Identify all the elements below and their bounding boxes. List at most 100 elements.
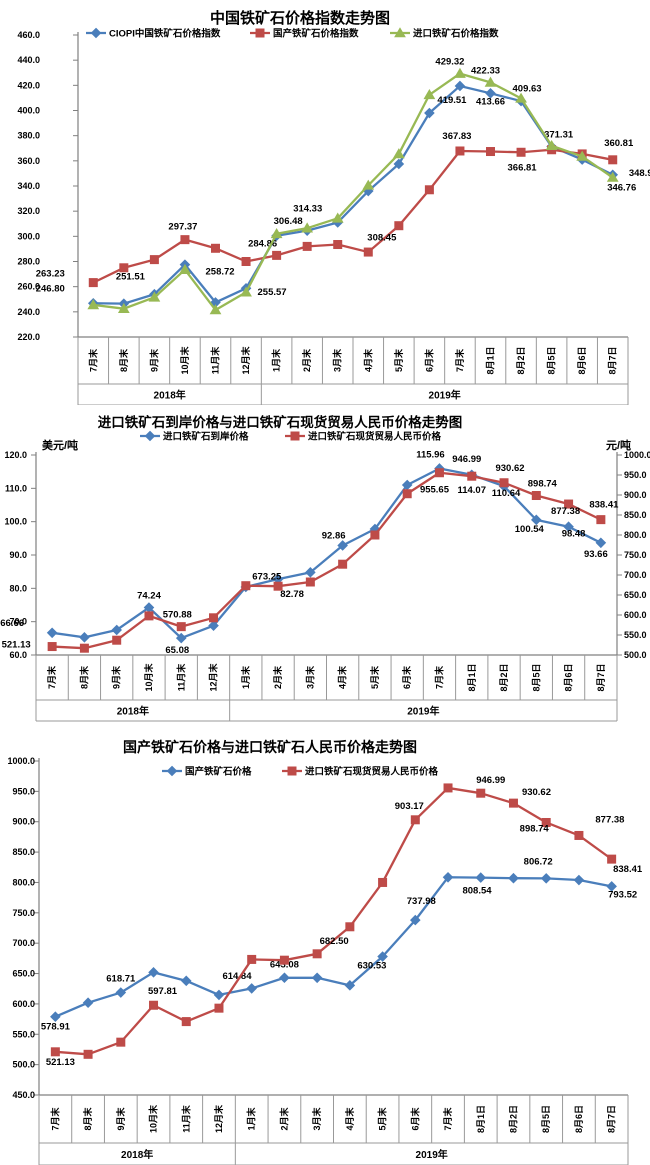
data-label: 413.66 xyxy=(476,96,505,107)
data-label: 808.54 xyxy=(462,885,492,896)
data-label: 597.81 xyxy=(148,986,178,997)
data-label: 297.37 xyxy=(168,222,197,233)
data-label: 643.08 xyxy=(270,960,299,971)
category-label: 9月末 xyxy=(115,1107,126,1131)
data-label: 74.24 xyxy=(137,591,161,602)
category-label: 2月末 xyxy=(301,348,312,372)
category-label: 7月末 xyxy=(433,665,444,689)
svg-text:600.0: 600.0 xyxy=(12,999,35,1009)
category-label: 10月末 xyxy=(143,662,154,691)
category-label: 7月末 xyxy=(49,1107,60,1131)
category-label: 5月末 xyxy=(377,1107,388,1131)
data-label: 110.64 xyxy=(492,488,521,499)
category-label: 8月7日 xyxy=(607,1105,617,1133)
data-label: 946.99 xyxy=(476,775,505,786)
data-label: 838.41 xyxy=(589,500,619,511)
svg-text:1000.0: 1000.0 xyxy=(624,450,650,460)
legend-label: 进口铁矿石到岸价格 xyxy=(163,431,249,443)
series-square: 521.13 570.88 673.25 955.65 946.99 930.62 898.… xyxy=(2,454,619,653)
svg-text:240.0: 240.0 xyxy=(17,307,40,317)
svg-text:700.0: 700.0 xyxy=(624,570,647,580)
data-label: 251.51 xyxy=(116,271,146,282)
category-label: 8月2日 xyxy=(499,663,509,691)
category-label: 8月2日 xyxy=(508,1105,518,1133)
legend-label: 国产铁矿石价格 xyxy=(185,766,252,778)
data-label: 367.83 xyxy=(442,131,471,142)
svg-text:360.0: 360.0 xyxy=(17,156,40,166)
category-label: 4月末 xyxy=(337,665,348,689)
legend: 国产铁矿石价格 进口铁矿石现货贸易人民币价格 xyxy=(162,766,439,778)
data-label: 806.72 xyxy=(524,856,553,867)
data-label: 114.07 xyxy=(457,485,486,496)
left-axis-unit: 美元/吨 xyxy=(42,438,78,452)
data-label: 65.08 xyxy=(165,645,189,656)
category-label: 8月末 xyxy=(118,348,129,372)
svg-text:110.0: 110.0 xyxy=(5,483,27,493)
data-label: 521.13 xyxy=(46,1057,75,1068)
data-label: 246.80 xyxy=(36,283,65,294)
svg-text:650.0: 650.0 xyxy=(624,590,647,600)
data-label: 66.66 xyxy=(0,618,24,629)
data-label: 100.54 xyxy=(515,524,545,535)
category-label: 8月5日 xyxy=(531,663,541,691)
legend-label: 进口铁矿石价格指数 xyxy=(413,28,499,40)
svg-text:500.0: 500.0 xyxy=(12,1060,35,1070)
data-label: 570.88 xyxy=(163,610,192,621)
category-label: 11月末 xyxy=(210,346,221,375)
category-label: 1月末 xyxy=(246,1107,257,1131)
data-label: 360.81 xyxy=(604,138,634,149)
data-label: 346.76 xyxy=(607,182,636,193)
data-label: 930.62 xyxy=(495,463,524,474)
data-label: 682.50 xyxy=(320,936,349,947)
category-label: 7月末 xyxy=(46,665,57,689)
svg-text:380.0: 380.0 xyxy=(17,131,40,141)
data-label: 255.57 xyxy=(258,287,287,298)
data-label: 348.9 xyxy=(629,168,650,179)
category-label: 4月末 xyxy=(362,348,373,372)
svg-text:460.0: 460.0 xyxy=(17,30,40,40)
chart-title: 中国铁矿石价格指数走势图 xyxy=(209,10,391,27)
series-diamond: 66.66 74.24 65.08 82.78 92.86 115.96 114.07 110… xyxy=(0,449,608,656)
svg-text:550.0: 550.0 xyxy=(624,630,647,640)
plot-area: 450.0 500.0 550.0 600.0 650.0 700.0 750.0 800.0… xyxy=(7,756,628,1100)
svg-text:900.0: 900.0 xyxy=(12,817,35,827)
svg-text:500.0: 500.0 xyxy=(624,650,647,660)
data-label: 898.74 xyxy=(528,479,558,490)
data-label: 737.98 xyxy=(407,896,436,907)
category-label: 12月末 xyxy=(213,1104,224,1133)
data-label: 263.23 xyxy=(36,269,65,280)
category-label: 8月末 xyxy=(78,665,89,689)
category-label: 8月7日 xyxy=(596,663,606,691)
svg-text:70.0: 70.0 xyxy=(9,617,27,627)
chart-title: 国产铁矿石价格与进口铁矿石人民币价格走势图 xyxy=(123,739,417,755)
series-diamond: 578.91 618.71 614.84 643.08 630.53 737.98 808.… xyxy=(41,856,637,1032)
data-label: 838.41 xyxy=(613,864,643,875)
data-label: 618.71 xyxy=(106,974,136,985)
year-group-label: 2019年 xyxy=(407,705,439,718)
data-label: 578.91 xyxy=(41,1022,71,1033)
series-square: 521.13 597.81 682.50 903.17 946.99 930.62 898.… xyxy=(46,775,643,1068)
chart-title: 进口铁矿石到岸价格与进口铁矿石现货贸易人民币价格走势图 xyxy=(97,415,463,430)
legend-label: 国产铁矿石价格指数 xyxy=(273,28,359,40)
category-label: 8月6日 xyxy=(564,663,574,691)
ciopi-index-plot: 220.0 240.0 260.0 280.0 300.0 320.0 340.0 360.0… xyxy=(17,27,650,405)
category-label: 8月6日 xyxy=(574,1105,584,1133)
svg-text:440.0: 440.0 xyxy=(17,55,40,65)
category-label: 8月5日 xyxy=(541,1105,551,1133)
category-label: 8月1日 xyxy=(476,1105,486,1133)
svg-text:100.0: 100.0 xyxy=(4,517,27,527)
year-group-label: 2018年 xyxy=(117,705,149,718)
category-label: 8月5日 xyxy=(547,346,557,374)
legend-label: CIOPI中国铁矿石价格指数 xyxy=(109,28,221,40)
category-label: 9月末 xyxy=(111,665,122,689)
svg-text:750.0: 750.0 xyxy=(624,550,647,560)
data-label: 877.38 xyxy=(595,814,624,825)
category-label: 11月末 xyxy=(175,663,186,692)
svg-text:280.0: 280.0 xyxy=(17,257,40,267)
svg-text:220.0: 220.0 xyxy=(17,332,40,342)
data-label: 258.72 xyxy=(206,266,235,277)
svg-text:950.0: 950.0 xyxy=(12,786,35,796)
legend-label: 进口铁矿石现货贸易人民币价格 xyxy=(305,766,439,778)
plot-area: 220.0 240.0 260.0 280.0 300.0 320.0 340.0 360.0… xyxy=(17,30,628,342)
